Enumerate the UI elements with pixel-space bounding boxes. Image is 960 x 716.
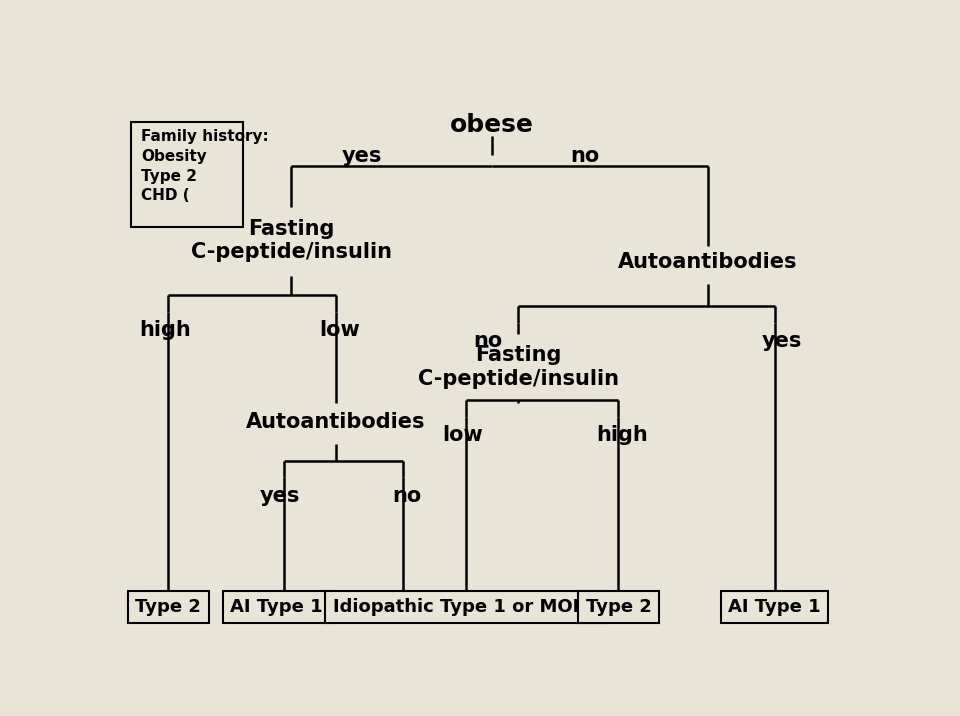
Text: AI Type 1: AI Type 1 <box>729 598 821 616</box>
Text: high: high <box>596 425 648 445</box>
Text: Fasting
C-peptide/insulin: Fasting C-peptide/insulin <box>191 218 392 262</box>
Text: no: no <box>392 485 421 505</box>
Text: Autoantibodies: Autoantibodies <box>246 412 425 432</box>
Text: Autoantibodies: Autoantibodies <box>618 252 798 272</box>
Text: Fasting
C-peptide/insulin: Fasting C-peptide/insulin <box>418 346 618 389</box>
Text: high: high <box>139 320 190 340</box>
Text: yes: yes <box>260 485 300 505</box>
Text: obese: obese <box>450 112 534 137</box>
Text: Family history:
Obesity
Type 2
CHD (: Family history: Obesity Type 2 CHD ( <box>141 129 269 203</box>
Text: Type 2: Type 2 <box>135 598 202 616</box>
Text: low: low <box>319 320 360 340</box>
Text: no: no <box>570 146 600 166</box>
FancyBboxPatch shape <box>132 122 243 226</box>
Text: Type 2: Type 2 <box>586 598 652 616</box>
Text: AI Type 1: AI Type 1 <box>230 598 323 616</box>
Text: low: low <box>442 425 483 445</box>
Text: yes: yes <box>342 146 382 166</box>
Text: Idiopathic Type 1 or MODY: Idiopathic Type 1 or MODY <box>333 598 599 616</box>
Text: no: no <box>473 332 503 352</box>
Text: yes: yes <box>762 332 803 352</box>
